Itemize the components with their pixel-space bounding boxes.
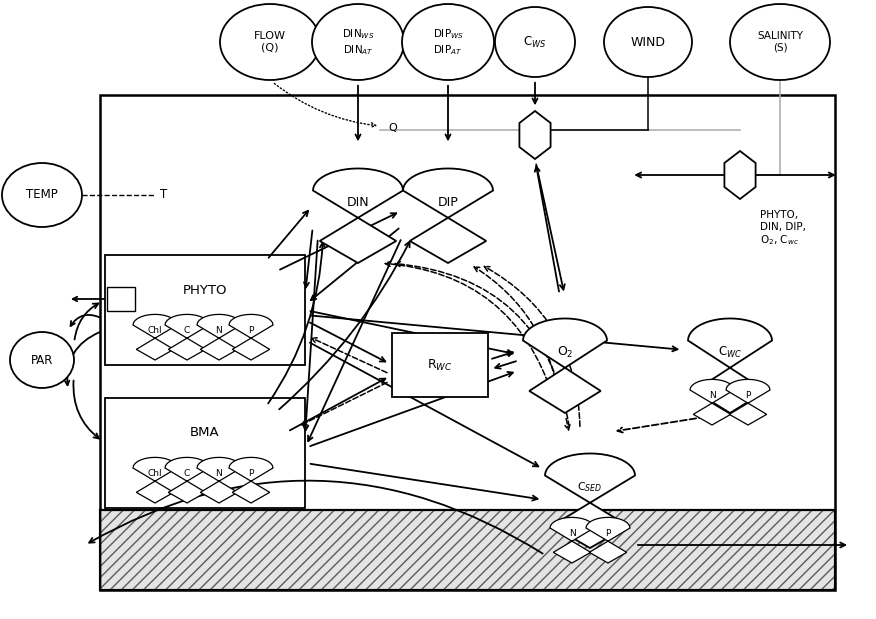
Polygon shape (724, 151, 756, 199)
Polygon shape (690, 379, 734, 425)
Text: TEMP: TEMP (26, 189, 58, 202)
Text: FLOW
(Q): FLOW (Q) (254, 31, 286, 53)
Bar (100, 510, 835, 590)
Text: T: T (160, 189, 167, 202)
Text: C: C (184, 326, 190, 335)
Ellipse shape (312, 4, 404, 80)
Text: P: P (745, 391, 751, 400)
Polygon shape (586, 517, 630, 563)
Text: WIND: WIND (631, 35, 666, 48)
Ellipse shape (495, 7, 575, 77)
Text: C$_{WC}$: C$_{WC}$ (718, 345, 742, 360)
Text: C$_{WS}$: C$_{WS}$ (523, 35, 547, 50)
Ellipse shape (604, 7, 692, 77)
Bar (100, 510, 835, 590)
Polygon shape (545, 454, 635, 548)
Text: PAR: PAR (31, 353, 53, 366)
Text: Chl: Chl (148, 326, 162, 335)
Text: SALINITY
(S): SALINITY (S) (757, 31, 803, 53)
Polygon shape (523, 318, 607, 413)
Polygon shape (688, 318, 772, 413)
Polygon shape (519, 111, 551, 159)
Polygon shape (133, 457, 177, 503)
Text: N: N (569, 529, 576, 538)
Text: N: N (709, 391, 716, 400)
Bar (100, 95, 835, 590)
Polygon shape (165, 457, 209, 503)
Text: N: N (215, 469, 223, 478)
Text: DIN$_{WS}$
DIN$_{AT}$: DIN$_{WS}$ DIN$_{AT}$ (342, 27, 374, 57)
Polygon shape (229, 314, 273, 360)
Ellipse shape (10, 332, 74, 388)
Text: C$_{SED}$: C$_{SED}$ (577, 480, 603, 494)
Polygon shape (197, 314, 241, 360)
Bar (392, 333, 488, 397)
Text: O$_2$: O$_2$ (557, 345, 573, 360)
Text: P: P (605, 529, 611, 538)
Polygon shape (403, 168, 493, 263)
Text: BMA: BMA (190, 426, 220, 439)
Polygon shape (229, 457, 273, 503)
Text: DIP$_{WS}$
DIP$_{AT}$: DIP$_{WS}$ DIP$_{AT}$ (433, 27, 463, 57)
Polygon shape (197, 457, 241, 503)
Ellipse shape (220, 4, 320, 80)
Polygon shape (313, 168, 403, 263)
Text: C: C (184, 469, 190, 478)
Polygon shape (133, 314, 177, 360)
Text: DIP: DIP (438, 196, 458, 209)
Text: P: P (248, 469, 254, 478)
Text: Chl: Chl (148, 469, 162, 478)
Text: PHYTO,
DIN, DIP,
O$_2$, C$_{wc}$: PHYTO, DIN, DIP, O$_2$, C$_{wc}$ (760, 210, 806, 248)
Text: Q: Q (388, 123, 397, 133)
Ellipse shape (402, 4, 494, 80)
Polygon shape (550, 517, 594, 563)
Ellipse shape (2, 163, 82, 227)
Text: R$_{WC}$: R$_{WC}$ (427, 357, 453, 373)
Text: PHYTO: PHYTO (183, 284, 227, 297)
Polygon shape (726, 379, 770, 425)
Text: P: P (248, 326, 254, 335)
Text: DIN: DIN (347, 196, 370, 209)
Ellipse shape (730, 4, 830, 80)
Bar (107, 287, 135, 311)
Bar (105, 255, 305, 365)
Bar (105, 398, 305, 508)
Text: N: N (215, 326, 223, 335)
Polygon shape (165, 314, 209, 360)
